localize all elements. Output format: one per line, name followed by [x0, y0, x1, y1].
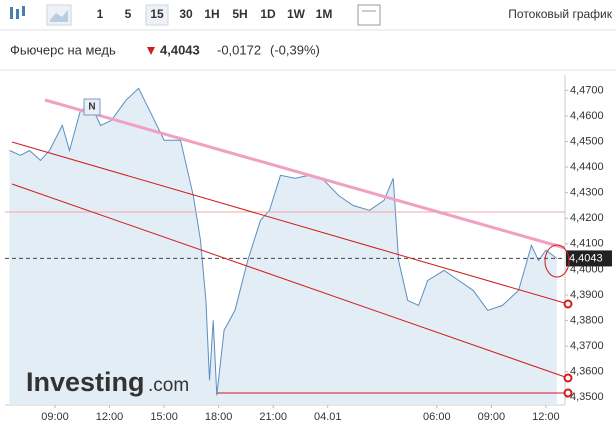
instrument-name: Фьючерс на медь: [10, 42, 116, 57]
handle[interactable]: [563, 299, 573, 309]
x-tick-label: 18:00: [205, 411, 233, 423]
handle[interactable]: [563, 373, 573, 383]
news-marker[interactable]: [83, 98, 101, 116]
y-tick-label: 4,4500: [570, 135, 604, 147]
y-tick-label: 4,4200: [570, 212, 604, 224]
handle[interactable]: [563, 388, 573, 398]
header: Фьючерс на медь 4,4043 -0,0172 (-0,39%): [0, 42, 616, 71]
interval-button[interactable]: 1H: [204, 7, 219, 21]
y-tick-label: 4,4600: [570, 110, 604, 122]
x-tick-label: 09:00: [41, 411, 69, 423]
x-tick-label: 09:00: [478, 411, 506, 423]
x-tick-label: 04.01: [314, 411, 342, 423]
y-tick-label: 4,4700: [570, 84, 604, 96]
interval-button[interactable]: 1W: [287, 7, 306, 21]
y-tick-label: 4,3900: [570, 289, 604, 301]
news-marker-label: N: [88, 102, 95, 113]
calendar-icon[interactable]: [357, 4, 381, 26]
change-arrow: [147, 47, 155, 55]
channel-upper: [11, 141, 569, 305]
y-tick-label: 4,3600: [570, 366, 604, 378]
interval-active-bg: [145, 4, 169, 26]
x-tick-label: 21:00: [259, 411, 287, 423]
interval-button[interactable]: 5H: [232, 7, 247, 21]
last-price-box: [566, 250, 612, 267]
y-tick-label: 4,3800: [570, 314, 604, 326]
watermark-suffix: .com: [148, 375, 189, 396]
y-tick-label: 4,4300: [570, 187, 604, 199]
interval-button[interactable]: 30: [179, 7, 193, 21]
interval-button[interactable]: 5: [125, 7, 132, 21]
interval-button[interactable]: 1D: [260, 7, 276, 21]
interval-button[interactable]: 1: [97, 7, 104, 21]
last-price: 4,4043: [160, 42, 200, 57]
channel-lower: [11, 183, 569, 379]
x-tick-label: 12:00: [532, 411, 560, 423]
toolbar: Потоковый график 1 5 15 30 1H 5H 1D 1W 1M: [0, 0, 616, 31]
x-tick-label: 06:00: [423, 411, 451, 423]
y-tick-label: 4,4100: [570, 238, 604, 250]
x-tick-label: 12:00: [96, 411, 124, 423]
y-tick-label: 4,3700: [570, 340, 604, 352]
y-tick-label: 4,4400: [570, 161, 604, 173]
trend-line: [44, 98, 566, 250]
toolbar-bg: [0, 0, 616, 30]
x-tick-label: 15:00: [150, 411, 178, 423]
annotations: N Investing .com: [5, 98, 573, 398]
streaming-link[interactable]: Потоковый график: [508, 7, 612, 21]
area-icon-shape: [50, 10, 68, 22]
highlight-circle: [544, 244, 570, 278]
y-tick-label: 4,3500: [570, 391, 604, 403]
watermark: Investing: [26, 367, 145, 397]
percent-change: (-0,39%): [270, 42, 320, 57]
last-price-label: 4,4043: [569, 252, 603, 264]
interval-button[interactable]: 1M: [316, 7, 333, 21]
price-change: -0,0172: [217, 42, 261, 57]
interval-button[interactable]: 15: [150, 7, 164, 21]
candle-icon[interactable]: [10, 6, 25, 19]
